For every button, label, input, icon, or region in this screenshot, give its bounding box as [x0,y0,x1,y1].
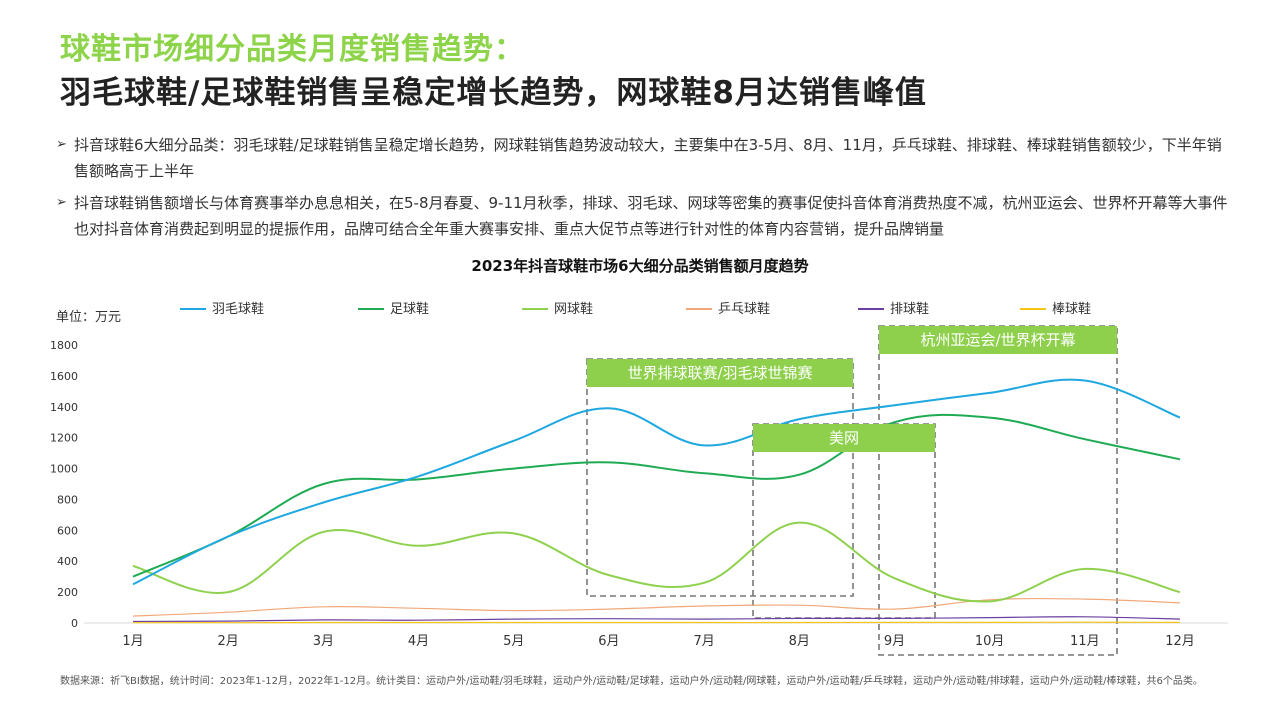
legend-swatch [858,307,884,310]
y-tick-label: 800 [57,493,78,506]
x-tick-label: 10月 [975,634,1005,649]
legend-label: 排球鞋 [890,302,930,317]
series-line-6 [132,621,1181,624]
unit-label: 单位：万元 [56,310,122,325]
arrow-bullet-icon: ➢ [56,137,67,152]
x-tick-label: 9月 [884,634,905,649]
page-title-line1: 球鞋市场细分品类月度销售趋势： [60,32,525,67]
series-line-5 [132,616,1181,623]
legend-label: 网球鞋 [554,302,594,317]
legend-swatch [1020,307,1046,310]
annotation-box [878,325,1118,656]
y-tick-label: 600 [57,524,78,537]
y-tick-label: 1000 [50,463,78,476]
legend-item: 乒乓球鞋 [686,298,770,317]
annotation-label: 世界排球联赛/羽毛球世锦赛 [587,359,853,387]
bullet-item: ➢ 抖音球鞋6大细分品类：羽毛球鞋/足球鞋销售呈稳定增长趋势，网球鞋销售趋势波动… [56,132,1236,184]
x-tick-label: 7月 [693,634,714,649]
data-source-note: 数据来源：祈飞BI数据，统计时间：2023年1-12月，2022年1-12月。统… [60,676,1203,687]
x-tick-label: 11月 [1070,634,1100,649]
legend-swatch [180,307,206,310]
legend-item: 网球鞋 [522,298,593,317]
chart-legend: 羽毛球鞋 足球鞋 网球鞋 乒乓球鞋 排球鞋 棒球鞋 [0,298,1280,318]
legend-swatch [522,307,548,310]
x-tick-label: 8月 [789,634,810,649]
series-line-2 [132,413,1181,578]
annotation-label: 杭州亚运会/世界杯开幕 [879,326,1117,354]
x-tick-label: 2月 [218,634,239,649]
page-title-line2: 羽毛球鞋/足球鞋销售呈稳定增长趋势，网球鞋8月达销售峰值 [60,75,927,111]
legend-label: 羽毛球鞋 [212,302,265,317]
x-tick-label: 5月 [503,634,524,649]
legend-item: 排球鞋 [858,298,929,317]
legend-label: 乒乓球鞋 [718,302,771,317]
y-tick-label: 1200 [50,432,78,445]
legend-label: 棒球鞋 [1052,302,1092,317]
y-tick-label: 1800 [50,339,78,352]
y-tick-label: 200 [57,586,78,599]
annotation-box [586,358,854,597]
bullet-item: ➢ 抖音球鞋销售额增长与体育赛事举办息息相关，在5-8月春夏、9-11月秋季，排… [56,190,1236,242]
annotation-box [752,423,936,619]
chart-title: 2023年抖音球鞋市场6大细分品类销售额月度趋势 [471,257,809,275]
legend-item: 足球鞋 [358,298,429,317]
legend-swatch [358,307,384,310]
bullet-text: 抖音球鞋6大细分品类：羽毛球鞋/足球鞋销售呈稳定增长趋势，网球鞋销售趋势波动较大… [74,136,1222,180]
x-tick-label: 3月 [313,634,334,649]
x-tick-label: 12月 [1165,634,1195,649]
y-tick-label: 1600 [50,370,78,383]
series-line-1 [132,378,1181,586]
legend-item: 羽毛球鞋 [180,298,264,317]
bullet-text: 抖音球鞋销售额增长与体育赛事举办息息相关，在5-8月春夏、9-11月秋季，排球、… [74,194,1228,238]
legend-label: 足球鞋 [390,302,430,317]
y-tick-label: 1400 [50,401,78,414]
series-line-4 [132,597,1181,617]
y-tick-label: 400 [57,555,78,568]
arrow-bullet-icon: ➢ [56,195,67,210]
legend-item: 棒球鞋 [1020,298,1091,317]
legend-swatch [686,307,712,310]
summary-bullets: ➢ 抖音球鞋6大细分品类：羽毛球鞋/足球鞋销售呈稳定增长趋势，网球鞋销售趋势波动… [56,132,1236,248]
y-tick-label: 0 [71,617,78,630]
x-tick-label: 4月 [408,634,429,649]
x-tick-label: 6月 [598,634,619,649]
series-line-3 [132,521,1181,603]
annotation-label: 美网 [753,424,935,452]
x-tick-label: 1月 [122,634,143,649]
